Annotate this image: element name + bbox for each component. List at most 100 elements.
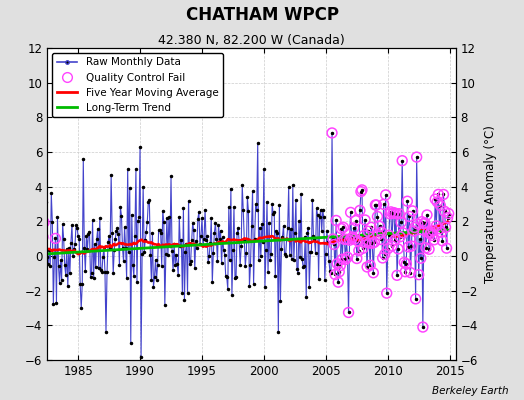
Point — [442, 245, 451, 251]
Point — [436, 202, 444, 209]
Point — [341, 256, 350, 263]
Point — [350, 225, 358, 231]
Point — [413, 221, 422, 227]
Point — [375, 223, 384, 230]
Point — [407, 243, 416, 249]
Point — [347, 235, 356, 242]
Point — [409, 228, 418, 234]
Point — [393, 272, 401, 278]
Legend: Raw Monthly Data, Quality Control Fail, Five Year Moving Average, Long-Term Tren: Raw Monthly Data, Quality Control Fail, … — [52, 53, 223, 117]
Point — [402, 261, 410, 267]
Point — [333, 260, 341, 267]
Point — [373, 213, 381, 220]
Point — [340, 236, 348, 242]
Point — [361, 217, 369, 223]
Point — [390, 210, 398, 216]
Point — [438, 238, 446, 244]
Point — [399, 230, 408, 236]
Point — [378, 255, 387, 261]
Point — [334, 279, 342, 285]
Point — [417, 255, 425, 262]
Point — [328, 130, 336, 136]
Point — [437, 229, 445, 236]
Point — [337, 226, 345, 232]
Point — [40, 219, 48, 226]
Point — [421, 220, 429, 226]
Point — [381, 192, 390, 198]
Point — [354, 238, 362, 244]
Point — [369, 270, 377, 276]
Point — [429, 227, 438, 234]
Point — [434, 191, 443, 198]
Point — [367, 224, 375, 230]
Point — [377, 229, 386, 235]
Point — [348, 234, 357, 240]
Point — [439, 191, 447, 198]
Point — [388, 243, 396, 249]
Point — [364, 228, 373, 234]
Point — [385, 232, 393, 238]
Point — [389, 210, 397, 217]
Point — [428, 232, 436, 239]
Point — [39, 234, 47, 240]
Point — [394, 246, 402, 252]
Point — [444, 210, 453, 217]
Point — [418, 218, 426, 225]
Point — [424, 229, 432, 235]
Point — [352, 217, 360, 224]
Point — [416, 236, 424, 242]
Point — [363, 264, 372, 270]
Point — [366, 262, 375, 268]
Point — [397, 219, 406, 226]
Point — [335, 268, 343, 275]
Point — [398, 158, 407, 164]
Point — [343, 254, 352, 260]
Point — [387, 209, 395, 215]
Point — [331, 271, 340, 278]
Point — [360, 232, 368, 239]
Point — [371, 202, 379, 208]
Point — [370, 239, 378, 246]
Point — [412, 154, 421, 160]
Point — [362, 239, 370, 246]
Point — [346, 209, 355, 216]
Point — [423, 212, 431, 218]
Y-axis label: Temperature Anomaly (°C): Temperature Anomaly (°C) — [484, 125, 497, 283]
Point — [353, 255, 361, 262]
Point — [51, 235, 60, 242]
Point — [392, 210, 400, 217]
Point — [432, 223, 441, 229]
Point — [431, 196, 440, 202]
Text: CHATHAM WPCP: CHATHAM WPCP — [185, 6, 339, 24]
Point — [391, 236, 399, 243]
Title: 42.380 N, 82.200 W (Canada): 42.380 N, 82.200 W (Canada) — [158, 34, 345, 47]
Point — [406, 269, 414, 276]
Point — [414, 272, 423, 278]
Point — [404, 244, 412, 250]
Point — [374, 232, 383, 238]
Point — [422, 245, 430, 251]
Point — [351, 236, 359, 242]
Point — [368, 240, 376, 246]
Point — [359, 245, 367, 252]
Point — [330, 241, 339, 248]
Point — [332, 217, 341, 224]
Point — [342, 236, 351, 242]
Point — [355, 248, 363, 254]
Point — [386, 210, 394, 217]
Point — [441, 224, 450, 231]
Point — [384, 246, 392, 252]
Point — [379, 201, 388, 208]
Point — [372, 202, 380, 208]
Point — [443, 214, 452, 221]
Point — [395, 210, 403, 217]
Point — [430, 236, 439, 243]
Point — [344, 309, 353, 316]
Point — [357, 188, 365, 195]
Point — [426, 231, 434, 237]
Point — [403, 198, 411, 204]
Point — [435, 226, 443, 232]
Point — [410, 224, 419, 231]
Point — [440, 208, 449, 214]
Point — [433, 199, 442, 205]
